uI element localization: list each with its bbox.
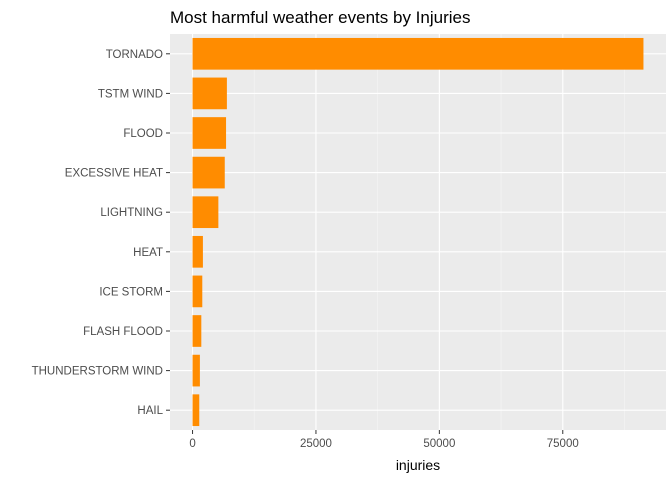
y-tick-label: HEAT bbox=[133, 247, 163, 259]
y-tick-label: THUNDERSTORM WIND bbox=[32, 366, 163, 378]
y-tick-label: EXCESSIVE HEAT bbox=[65, 168, 163, 180]
bar-flood bbox=[192, 117, 227, 149]
x-axis-title: injuries bbox=[396, 457, 440, 473]
bar-hail bbox=[192, 394, 200, 427]
bar-tstm-wind bbox=[192, 77, 227, 110]
bar-thunderstorm-wind bbox=[192, 354, 200, 387]
y-axis: TORNADO TSTM WIND FLOOD EXCESSIVE HEAT LIGHT… bbox=[32, 49, 170, 417]
y-tick-label: LIGHTNING bbox=[100, 207, 163, 219]
x-tick-label: 25000 bbox=[300, 438, 332, 450]
x-tick-label: 0 bbox=[189, 438, 195, 450]
bar-ice-storm bbox=[192, 275, 203, 308]
bars bbox=[192, 37, 644, 427]
bar-excessive-heat bbox=[192, 156, 225, 189]
y-tick-label: HAIL bbox=[137, 405, 163, 417]
x-axis: 0 25000 50000 75000 bbox=[189, 430, 579, 450]
y-tick-label: ICE STORM bbox=[99, 286, 163, 298]
x-tick-label: 50000 bbox=[423, 438, 455, 450]
chart-title: Most harmful weather events by Injuries bbox=[170, 8, 470, 27]
x-tick-label: 75000 bbox=[547, 438, 579, 450]
plot-panel bbox=[170, 34, 666, 430]
bar-lightning bbox=[192, 196, 219, 229]
bar-heat bbox=[192, 235, 203, 268]
y-tick-label: TORNADO bbox=[106, 49, 163, 61]
y-tick-label: TSTM WIND bbox=[98, 88, 163, 100]
minor-gridlines bbox=[253, 34, 625, 430]
bar-flash-flood bbox=[192, 315, 202, 347]
major-gridlines bbox=[170, 34, 666, 430]
y-tick-label: FLOOD bbox=[123, 128, 163, 140]
bar-tornado bbox=[192, 37, 644, 70]
y-tick-label: FLASH FLOOD bbox=[83, 326, 163, 338]
